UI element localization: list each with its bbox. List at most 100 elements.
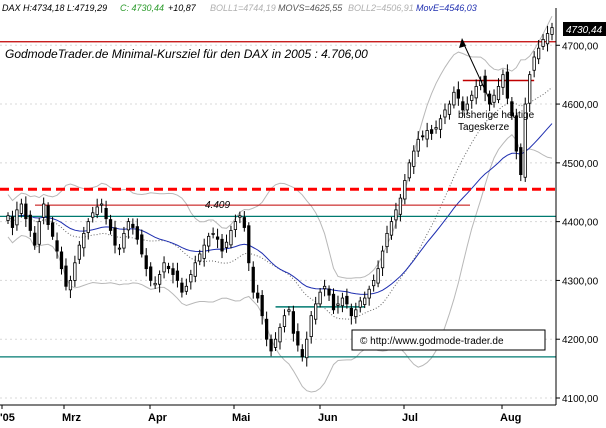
candle-body — [233, 221, 238, 230]
candle-body — [273, 338, 278, 348]
candle-body — [309, 315, 313, 337]
candle-body — [171, 268, 175, 275]
candle-body — [153, 282, 157, 286]
candle-body — [202, 244, 206, 259]
y-tick-label: 4100,00 — [562, 394, 599, 405]
x-tick-label: Jul — [402, 412, 418, 424]
candle-body — [429, 129, 434, 134]
candle-body — [73, 262, 77, 281]
candle-body — [19, 203, 24, 214]
candle-body — [398, 197, 403, 215]
candle-body — [260, 295, 264, 317]
y-tick-label: 4700,00 — [562, 41, 599, 52]
candle-body — [251, 266, 255, 293]
candle-body — [224, 241, 229, 248]
candle-body — [122, 232, 126, 249]
x-tick-label: Apr — [148, 412, 168, 424]
candle-body — [131, 223, 135, 228]
last-value-bg — [563, 22, 606, 36]
candle-body — [59, 251, 64, 270]
move-line — [7, 123, 553, 295]
candle-body — [33, 232, 37, 246]
x-tick-label: Mai — [232, 412, 250, 424]
candle-body — [434, 127, 438, 130]
candle-body — [336, 303, 340, 306]
x-tick-labels: '05 Mrz Apr Mai Jun Jul Aug — [0, 405, 521, 424]
candle-body — [327, 288, 331, 296]
candle-body — [198, 253, 202, 262]
candle-body — [296, 331, 300, 346]
last-value-box: 4730,44 — [563, 22, 606, 36]
candle-body — [86, 221, 90, 233]
candle-body — [95, 206, 99, 215]
x-tick-label: Aug — [500, 412, 521, 424]
boll2-line — [7, 133, 553, 393]
x-tick-label: Mrz — [62, 412, 81, 424]
candle-body — [510, 101, 514, 117]
level-label: 4.409 — [205, 200, 230, 211]
candle-body — [184, 285, 188, 292]
candle-body — [287, 309, 291, 312]
candle-body — [470, 94, 474, 101]
candle-body — [135, 226, 139, 240]
header-part: BOLL2=4506,91 — [348, 3, 414, 13]
y-tick-label: 4200,00 — [562, 335, 599, 346]
annotation-arrow — [461, 39, 493, 106]
candle-body — [189, 274, 193, 283]
chart-header: DAX H:4734,18 L:4719,29 C: 4730,44 +10,87 B… — [2, 3, 477, 13]
candle-body — [536, 47, 541, 60]
candle-body — [514, 115, 518, 152]
candle-body — [354, 309, 358, 317]
candle-body — [541, 38, 545, 47]
candle-body — [367, 288, 371, 299]
candle-body — [269, 338, 273, 352]
candle-body — [24, 203, 28, 220]
candle-body — [380, 250, 385, 269]
candle-body — [113, 227, 117, 246]
candle-body — [412, 150, 416, 167]
candle-body — [438, 118, 443, 130]
candle-body — [528, 74, 532, 104]
candle-body — [193, 262, 197, 277]
candle-body — [496, 86, 501, 101]
y-tick-labels: 4100,00 4200,00 4300,00 4400,00 4500,00 4600,… — [556, 41, 599, 405]
header-part: BOLL1=4744,19 — [210, 3, 276, 13]
watermark-text: © http://www.godmode-trader.de — [360, 336, 504, 347]
candle-body — [207, 235, 211, 247]
candle-body — [77, 244, 81, 260]
candle-body — [100, 203, 104, 206]
boll1-line — [7, 15, 553, 279]
candle-body — [166, 265, 171, 270]
last-value-text: 4730,44 — [566, 25, 603, 36]
candle-body — [242, 217, 246, 228]
candle-body — [492, 94, 496, 103]
candle-body — [91, 212, 95, 218]
candle-body — [15, 209, 19, 226]
candle-body — [229, 230, 233, 246]
candle-body — [403, 180, 407, 200]
candle-body — [46, 205, 50, 225]
candle-body — [247, 225, 251, 264]
candle-body — [452, 91, 456, 106]
candle-body — [443, 109, 447, 118]
candle-body — [407, 162, 411, 179]
x-tick-label: '05 — [0, 412, 15, 424]
candle-body — [322, 285, 327, 290]
candle-body — [140, 234, 144, 255]
y-tick-label: 4600,00 — [562, 100, 599, 111]
candle-body — [465, 103, 469, 111]
candle-body — [394, 209, 398, 221]
candle-body — [282, 315, 287, 327]
candle-body — [349, 307, 353, 317]
candle-body — [64, 265, 68, 287]
candle-body — [314, 303, 318, 320]
candles — [6, 22, 554, 367]
watermark: © http://www.godmode-trader.de — [351, 329, 546, 351]
candle-body — [519, 147, 523, 176]
candle-body — [108, 219, 113, 231]
candle-body — [385, 232, 389, 248]
x-tick-label: Jun — [318, 412, 338, 424]
candle-body — [28, 214, 32, 231]
candle-body — [363, 297, 367, 305]
candle-body — [421, 135, 425, 138]
